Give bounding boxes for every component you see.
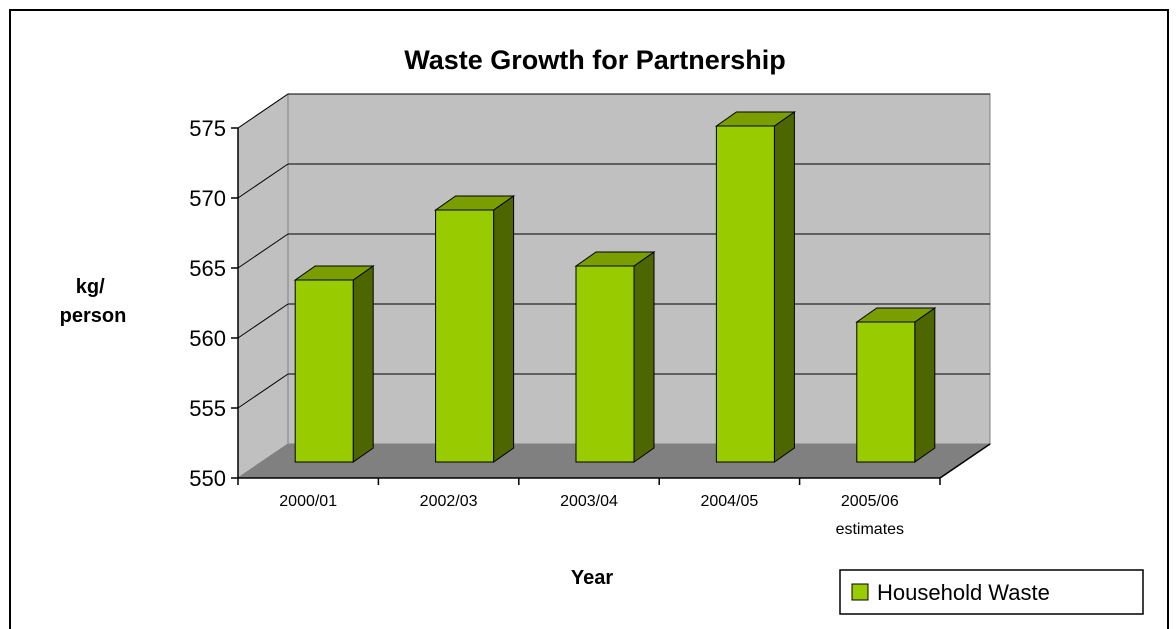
x-axis-categories: 2000/01 2002/03 2003/04 2004/05 2005/06 estim… [237,478,941,538]
bar [574,251,656,463]
gridline-side [237,303,289,339]
bar-side [493,195,515,463]
bar-side [352,265,374,463]
bar [714,111,796,463]
chart-title: Waste Growth for Partnership [404,45,786,75]
x-tick-label: estimates [836,521,904,538]
axes [237,128,991,479]
bar-front [575,265,635,463]
x-tick-label: 2002/03 [420,493,478,510]
y-tick-label: 575 [189,116,226,141]
gridline-side [237,93,289,129]
side-wall [237,93,289,479]
gridline-side [237,233,289,269]
bar [293,265,375,463]
legend-swatch [851,583,869,601]
gridline-side [237,163,289,199]
x-axis-title: Year [571,567,613,589]
x-tick-label: 2005/06 [841,493,899,510]
y-tick-label: 565 [189,256,226,281]
legend-label-household-waste: Household Waste [877,580,1050,605]
bar [855,307,937,463]
bar-side [914,307,936,463]
bar [434,195,516,463]
gridline-side [237,373,289,409]
bar-side [633,251,655,463]
y-tick-label: 550 [189,466,226,491]
x-tick-label: 2003/04 [560,493,618,510]
y-tick-label: 555 [189,396,226,421]
bar-front [856,321,916,463]
bar-side [773,111,795,463]
bar-front [294,279,354,463]
x-axis-depth-line [939,443,991,479]
bar-front [435,209,495,463]
legend: Household Waste [839,569,1144,615]
y-axis-title: kg/ person [60,276,127,327]
y-axis-ticks: 550 555 560 565 570 575 [189,116,238,491]
y-tick-label: 560 [189,326,226,351]
bar-front [715,125,775,463]
x-tick-label: 2004/05 [700,493,758,510]
y-tick-label: 570 [189,186,226,211]
legend-box [839,569,1144,615]
bars [293,111,937,463]
x-tick-label: 2000/01 [279,493,337,510]
